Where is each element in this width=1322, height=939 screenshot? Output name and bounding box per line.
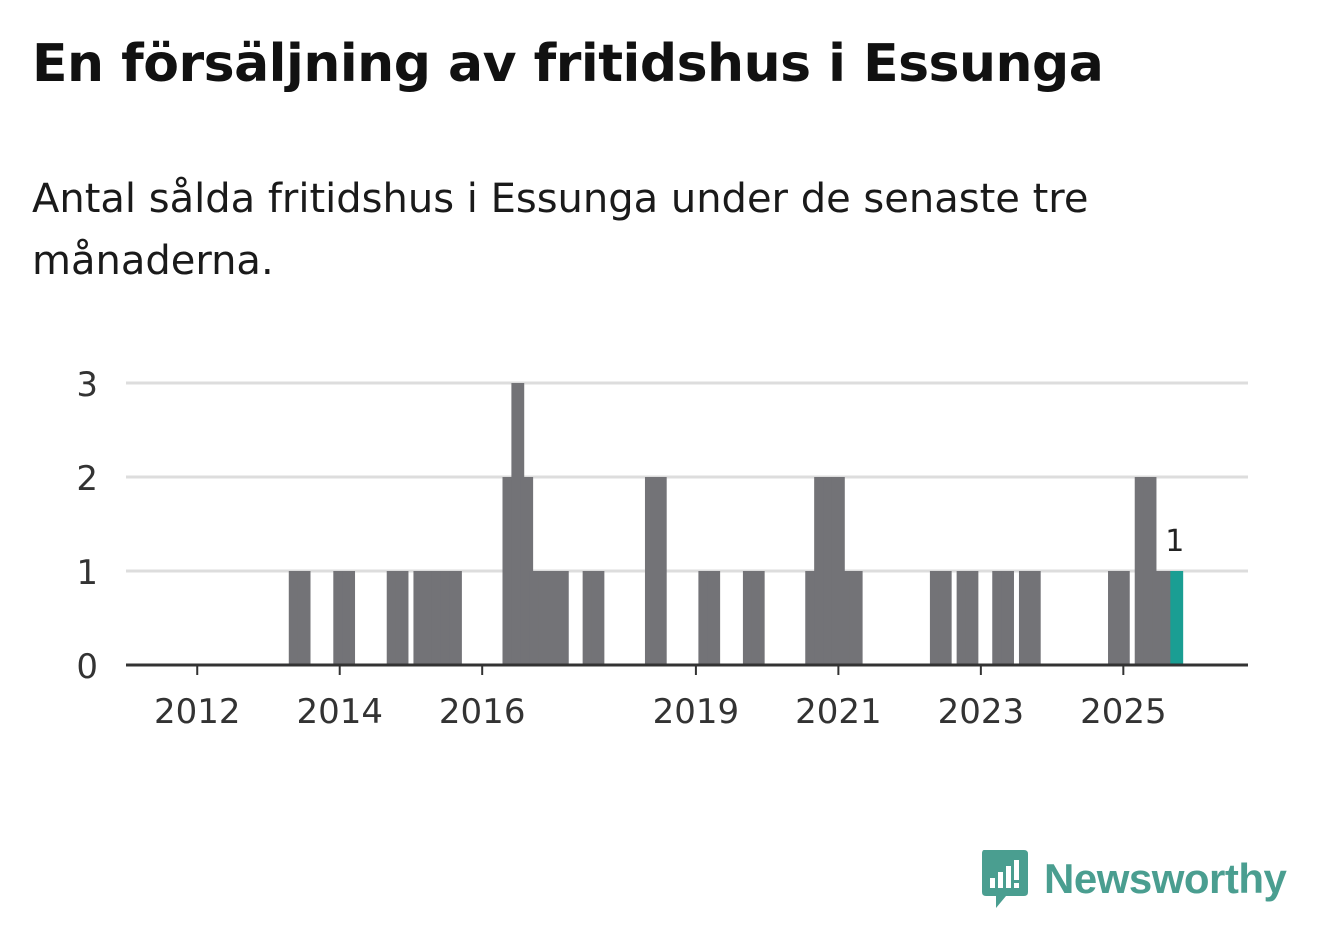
y-tick-label-3: 3 <box>76 365 98 405</box>
bar-33 <box>938 571 952 665</box>
newsworthy-logo: Newsworthy <box>980 848 1287 910</box>
bar-35 <box>965 571 979 665</box>
x-tick-label-2019: 2019 <box>653 692 740 732</box>
chart-subtitle: Antal sålda fritidshus i Essunga under d… <box>32 176 1089 284</box>
x-tick-label-2016: 2016 <box>439 692 526 732</box>
bar-10 <box>449 571 462 665</box>
newsworthy-logo-icon <box>982 850 1028 908</box>
axes <box>126 663 1248 675</box>
bar-37 <box>1001 571 1014 665</box>
chart-title: En försäljning av fritidshus i Essunga <box>32 34 1104 94</box>
bar-41 <box>1116 571 1130 665</box>
y-tick-label-2: 2 <box>76 459 98 499</box>
bar-39 <box>1027 571 1041 665</box>
y-tick-label-0: 0 <box>76 647 98 687</box>
bar-highlight <box>1170 571 1184 665</box>
highlight-value-label: 1 <box>1165 524 1184 559</box>
bars <box>288 383 1184 665</box>
gridlines <box>126 381 1248 573</box>
bar-chart: 0 1 2 3 1 2012 2014 2016 2019 2021 2023 2025 <box>76 365 1248 732</box>
bar-31 <box>849 571 863 665</box>
bar-25 <box>751 571 765 665</box>
bar-1 <box>297 571 311 665</box>
x-tick-label-2012: 2012 <box>154 692 241 732</box>
bar-5 <box>395 571 409 665</box>
x-tick-label-2023: 2023 <box>938 692 1025 732</box>
x-tick-label-2021: 2021 <box>795 692 882 732</box>
newsworthy-logo-text: Newsworthy <box>1044 855 1287 902</box>
bar-3 <box>342 571 356 665</box>
bar-17 <box>555 571 569 665</box>
labels: 0 1 2 3 1 2012 2014 2016 2019 2021 2023 2025 <box>76 365 1184 732</box>
bar-19 <box>591 571 605 665</box>
y-tick-label-1: 1 <box>76 553 98 593</box>
bar-21 <box>653 477 667 665</box>
x-tick-label-2014: 2014 <box>296 692 383 732</box>
x-tick-label-2025: 2025 <box>1080 692 1167 732</box>
bar-23 <box>707 571 721 665</box>
